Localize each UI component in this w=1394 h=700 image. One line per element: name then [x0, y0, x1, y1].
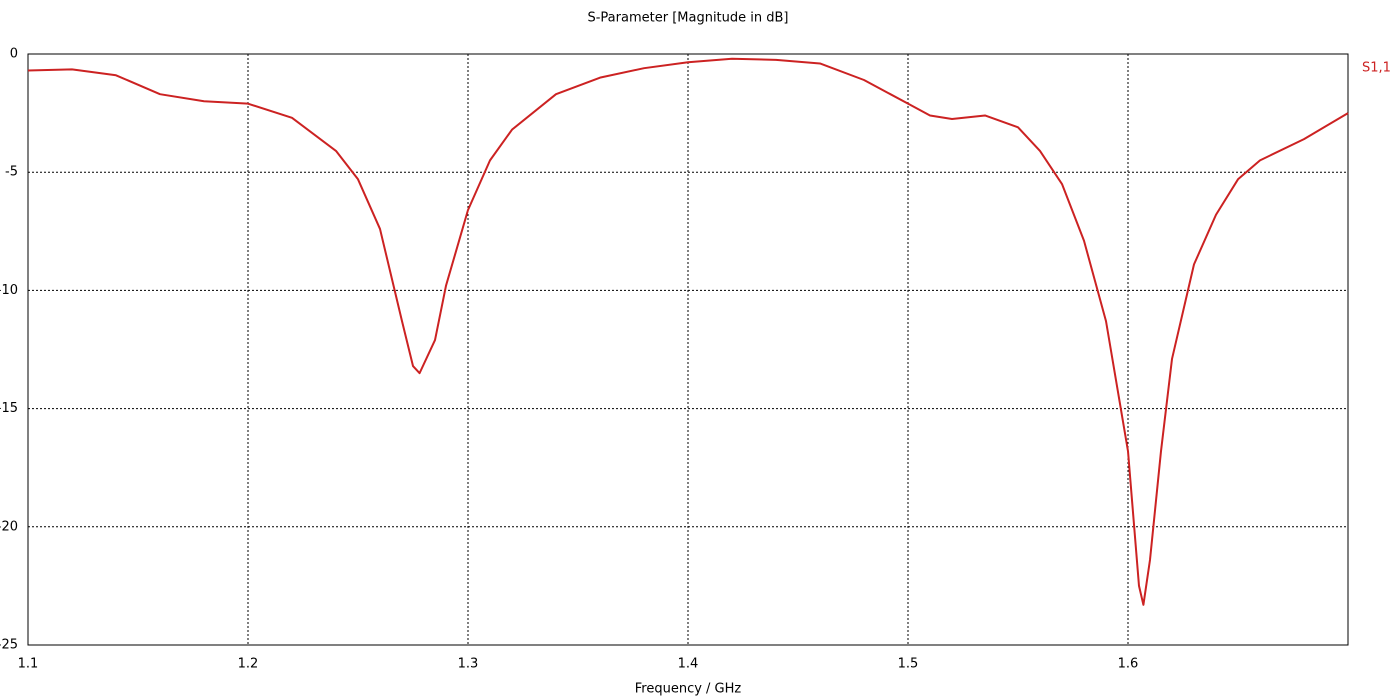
- x-tick-label: 1.1: [18, 657, 39, 672]
- y-tick-label: 0: [10, 47, 18, 62]
- series-line: [27, 57, 1349, 606]
- y-tick-label: -5: [5, 165, 18, 180]
- chart-title: S-Parameter [Magnitude in dB]: [587, 11, 788, 26]
- x-axis-label: Frequency / GHz: [635, 682, 742, 697]
- y-tick-label: -10: [0, 283, 18, 298]
- x-tick-label: 1.5: [898, 657, 919, 672]
- y-tick-label: -20: [0, 519, 18, 534]
- x-tick-label: 1.6: [1118, 657, 1139, 672]
- y-tick-label: -25: [0, 638, 18, 653]
- x-tick-label: 1.3: [458, 657, 479, 672]
- y-tick-label: -15: [0, 401, 18, 416]
- x-tick-label: 1.4: [678, 657, 699, 672]
- x-tick-label: 1.2: [238, 657, 259, 672]
- legend-entry: S1,1: [1362, 61, 1391, 76]
